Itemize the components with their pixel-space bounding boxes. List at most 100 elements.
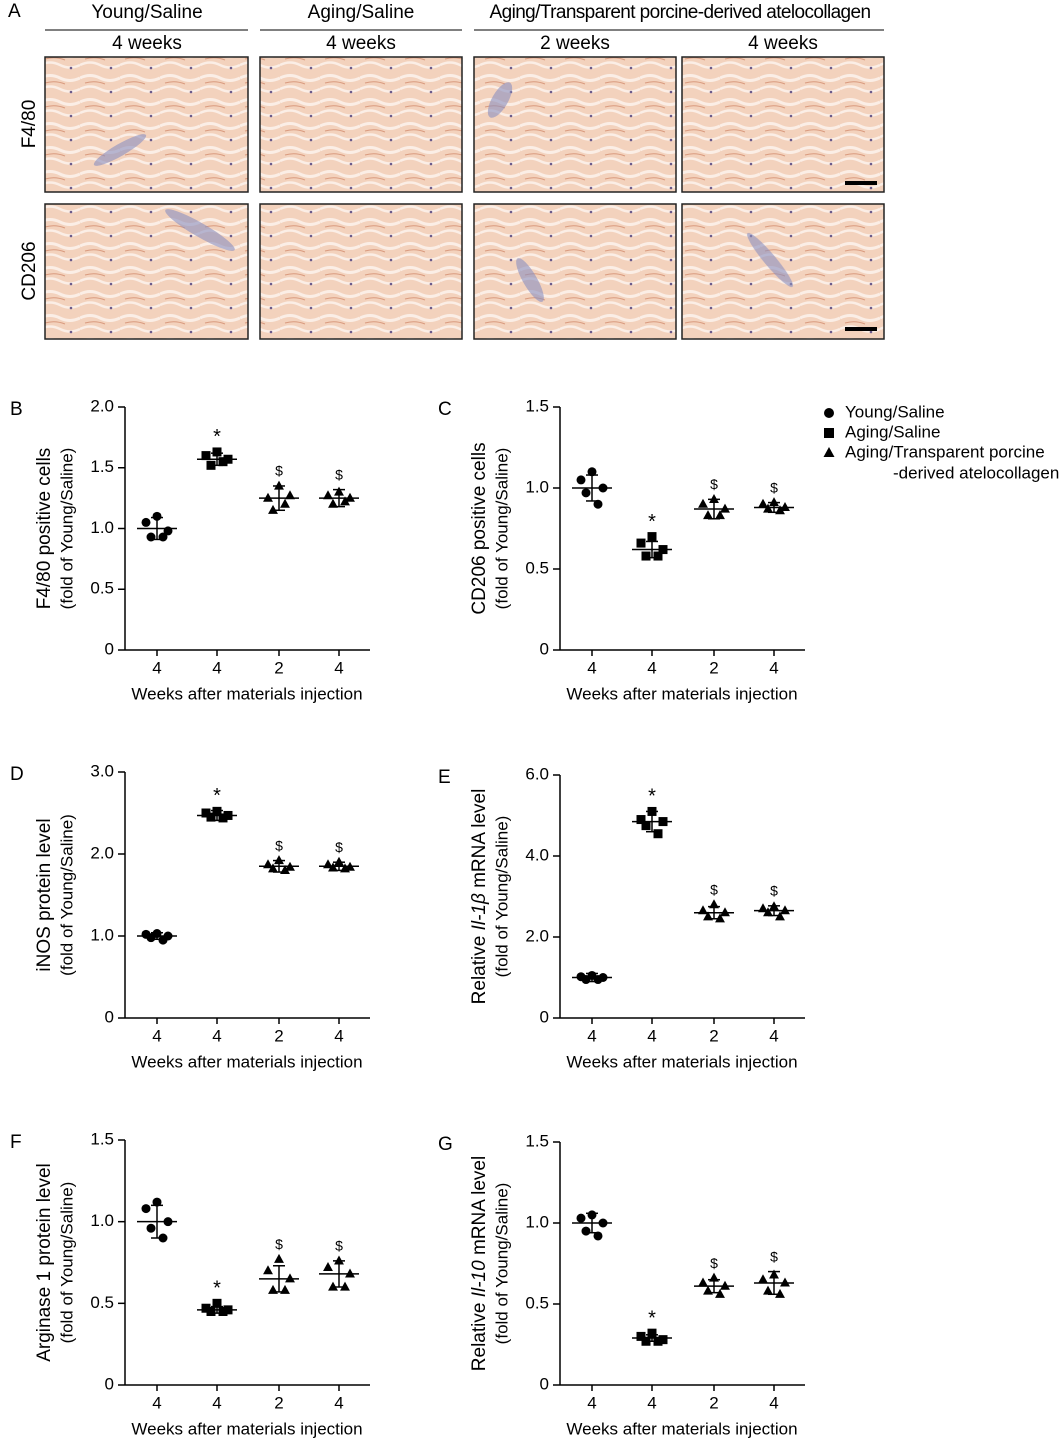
y-axis-label: Relative Il-1β mRNA level (469, 789, 490, 1005)
dot (703, 510, 713, 520)
dot (146, 1223, 156, 1233)
x-tick-label: 4 (769, 658, 778, 677)
y-tick-label: 2.0 (90, 843, 114, 862)
y-tick-label: 1.0 (525, 1212, 549, 1231)
dot (715, 510, 725, 520)
x-tick-label: 4 (647, 1393, 656, 1412)
significance-mark: * (648, 786, 656, 808)
dot (720, 907, 730, 917)
y-axis-label-part: F4/80 positive cells (34, 448, 55, 610)
dot (763, 907, 773, 917)
y-axis-label: Arginase 1 protein level (34, 1163, 55, 1362)
y-tick-label: 6.0 (525, 764, 549, 783)
dot (201, 1303, 211, 1313)
x-tick-label: 4 (587, 1393, 596, 1412)
x-axis-label: Weeks after materials injection (566, 1419, 797, 1438)
legend-label: Young/Saline (845, 402, 945, 421)
y-tick-label: 0 (105, 1374, 114, 1393)
significance-mark: $ (275, 463, 283, 479)
dot (201, 451, 211, 461)
group-header: Aging/Transparent porcine-derived ateloc… (490, 2, 871, 23)
dot (152, 511, 162, 521)
y-axis-label-part: Il-10 (469, 1260, 490, 1297)
dot (274, 1253, 284, 1263)
x-tick-label: 4 (769, 1393, 778, 1412)
vessel (487, 82, 513, 118)
x-tick-label: 4 (152, 658, 161, 677)
dot (658, 1335, 668, 1345)
dot (268, 863, 278, 873)
dot (715, 913, 725, 923)
significance-mark: $ (770, 883, 778, 899)
time-label: 2 weeks (540, 33, 610, 54)
dot (758, 498, 768, 508)
x-tick-label: 4 (647, 658, 656, 677)
dot (780, 1277, 790, 1287)
y-axis-label-part: iNOS protein level (34, 818, 55, 971)
y-axis-label: Relative Il-10 mRNA level (469, 1156, 490, 1371)
group-header: Aging/Saline (308, 2, 415, 23)
y-axis-label-2: (fold of Young/Saline) (57, 1182, 76, 1344)
y-tick-label: 4.0 (525, 845, 549, 864)
y-axis-label-part: Relative (469, 1297, 490, 1371)
dot (218, 813, 228, 823)
y-axis-label-part: Il-1β (469, 893, 490, 930)
y-axis-label-part: CD206 positive cells (469, 442, 490, 614)
y-axis-label-2: (fold of Young/Saline) (57, 448, 76, 610)
dot (201, 808, 211, 818)
legend-marker (824, 408, 834, 418)
x-tick-label: 4 (152, 1393, 161, 1412)
dot (152, 1197, 162, 1207)
significance-mark: $ (710, 1255, 718, 1271)
y-tick-label: 0.5 (90, 1293, 114, 1312)
x-tick-label: 4 (334, 658, 343, 677)
dot (334, 856, 344, 866)
significance-mark: $ (710, 881, 718, 897)
micrograph (681, 56, 885, 193)
y-tick-label: 0.5 (525, 1293, 549, 1312)
dot (653, 829, 663, 839)
dot (323, 490, 333, 500)
significance-mark: * (213, 426, 221, 448)
x-axis-label: Weeks after materials injection (131, 1419, 362, 1438)
dot (593, 1231, 603, 1241)
dot (636, 1331, 646, 1341)
time-label: 4 weeks (326, 33, 396, 54)
dot (340, 496, 350, 506)
y-tick-label: 0.5 (90, 579, 114, 598)
dot (775, 1288, 785, 1298)
dot (593, 975, 603, 985)
dot (641, 551, 651, 561)
dot (763, 1285, 773, 1295)
dot (263, 1265, 273, 1275)
significance-mark: * (213, 1278, 221, 1300)
x-tick-label: 2 (709, 1393, 718, 1412)
x-axis-label: Weeks after materials injection (131, 684, 362, 703)
dot (141, 1204, 151, 1214)
y-tick-label: 0 (105, 1007, 114, 1026)
dot (285, 1273, 295, 1283)
dot (720, 503, 730, 513)
dot (720, 1280, 730, 1290)
y-tick-label: 1.5 (525, 396, 549, 415)
y-tick-label: 1.0 (90, 518, 114, 537)
dot (263, 492, 273, 502)
x-tick-label: 4 (587, 658, 596, 677)
dot (218, 457, 228, 467)
y-tick-label: 1.5 (90, 457, 114, 476)
y-axis-label: F4/80 positive cells (34, 448, 55, 610)
dot (212, 447, 222, 457)
y-tick-label: 0 (105, 639, 114, 658)
y-tick-label: 2.0 (525, 926, 549, 945)
y-tick-label: 1.5 (525, 1131, 549, 1150)
y-tick-label: 3.0 (90, 761, 114, 780)
x-tick-label: 2 (709, 1026, 718, 1045)
y-tick-label: 0 (540, 1374, 549, 1393)
y-axis-label-part: mRNA level (469, 789, 490, 894)
y-tick-label: 0 (540, 1007, 549, 1026)
dot (581, 975, 591, 985)
dot (653, 551, 663, 561)
dot (647, 532, 657, 542)
dot (206, 812, 216, 822)
y-axis-label-2: (fold of Young/Saline) (492, 816, 511, 978)
